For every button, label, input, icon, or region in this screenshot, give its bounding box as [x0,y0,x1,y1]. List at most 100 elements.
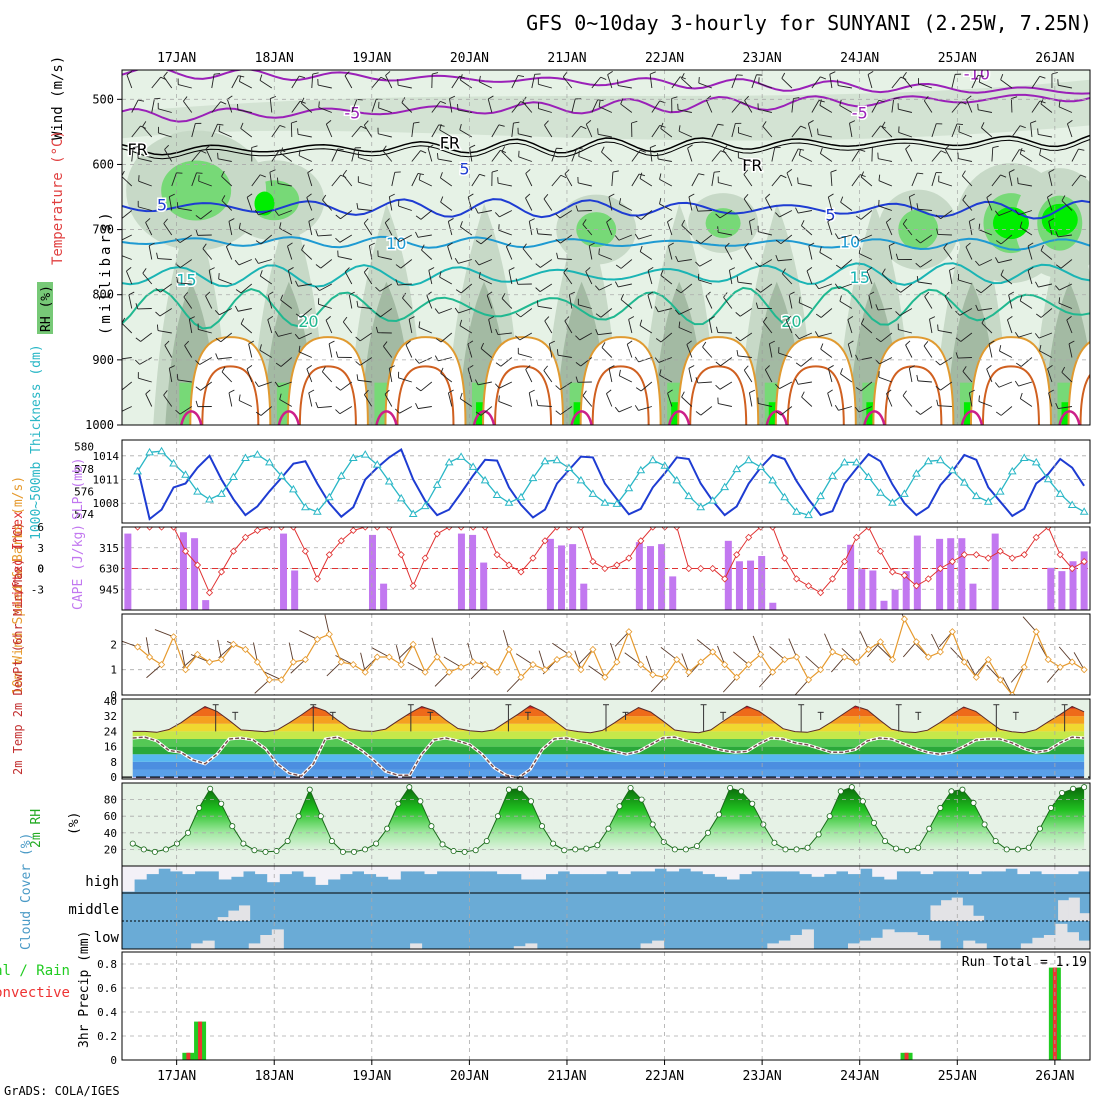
wind-barb [378,133,392,138]
date-label-top: 21JAN [547,51,586,66]
wind-barb-flag [886,389,892,394]
wind-barb-flag [315,230,319,237]
wind-speed-marker [481,661,489,669]
wind-barb [886,393,893,407]
wind-barb [331,148,339,162]
wind-speed-marker [613,658,621,666]
wind-barb [280,357,293,367]
wind-barb-flag [298,75,306,79]
wind-barb-flag [321,366,326,372]
rh2m-marker [450,848,457,855]
cloud-high-bar [835,866,849,872]
wind-barb-flag [1068,340,1075,345]
rh2m-marker [1036,825,1043,832]
cloud-high-bar [339,866,353,875]
wind-barb [164,149,173,162]
wind-barb [658,357,673,363]
wind-barb [251,174,261,187]
wind-barb-flag [529,218,535,222]
wind-barb-flag [116,387,121,390]
wind-speed-marker [733,673,741,681]
wind-barb [418,327,432,334]
wind-barb-flag [195,214,201,220]
wind-barb [398,205,412,211]
wind-barb [198,180,212,187]
wind-speed-marker [134,643,142,651]
wind-barb-flag [995,257,999,263]
wind-barb-flag [781,268,786,274]
wind-barb-flag [995,240,1002,245]
surface-wind-barb [552,642,570,655]
wind-barb-flag [628,316,635,320]
wind-barb [806,270,813,285]
wind-barb-flag [743,169,749,175]
p2-ylabel-thickness: 1000~500mb Thickness (dm) [29,344,44,540]
cloud-high-bar [1029,866,1043,872]
wind-barb-flag [667,389,673,394]
p8-tick-label: 0.4 [97,1006,117,1019]
wind-barb [357,208,372,211]
wind-speed-marker [1080,666,1088,674]
wind-barb [180,259,193,268]
wind-barb-flag [1019,147,1023,154]
surface-wind-barb [1058,646,1073,663]
wind-barb-flag [270,95,277,99]
cloud-high-bar [545,866,559,875]
wind-barb-flag [801,220,805,226]
lifted-index-marker [445,527,453,531]
wind-barb [578,304,592,309]
wind-barb [885,221,893,236]
wind-barb [1040,308,1053,318]
wind-barb [325,123,333,138]
wind-barb-flag [937,324,939,331]
thickness-marker [935,455,945,464]
wind-barb [677,259,692,262]
wind-barb [131,147,134,162]
humidity-panel [122,783,1090,866]
rh2m-marker [605,825,612,832]
surface-wind-barb [824,633,833,653]
wind-barb [798,182,812,187]
cloud-level-label: high [85,874,119,890]
wind-barb [318,303,332,309]
wind-barb-flag [389,193,395,198]
cloud-low-bar [848,943,861,949]
cloud-high-bar [460,866,474,872]
wind-barb-flag [318,101,320,108]
wind-barb [860,381,873,392]
wind-barb [667,393,673,407]
lifted-index-marker [265,527,273,531]
wind-barb-flag [544,120,549,126]
wind-speed-marker [828,648,837,656]
thickness-marker [1031,457,1041,466]
wind-speed-marker [637,661,645,669]
cape-bar [646,546,654,610]
date-label-top: 26JAN [1035,51,1074,66]
wind-barb-flag [1058,297,1061,304]
wind-barb-flag [457,104,459,111]
wind-barb [480,234,493,245]
wind-barb-flag [420,150,427,154]
wind-barb-flag [888,242,895,247]
isotherm-label: 5 [459,160,469,179]
cape-bar [202,600,210,610]
wind-speed-marker [181,666,190,674]
surface-temp-contour-35 [960,410,984,425]
wind-barb-flag [221,366,226,373]
wind-barb-flag [1061,366,1066,373]
wind-barb [357,306,372,309]
wind-barb [499,381,513,389]
surface-temp-contour-30 [981,365,1040,425]
wind-barb-flag [969,218,975,222]
thickness-marker [420,501,430,510]
wind-barb-flag [680,76,686,80]
lifted-index-marker [134,527,142,531]
wind-barb [385,75,393,89]
wind-barb-flag [1039,344,1042,352]
wind-barb-flag [200,150,207,154]
wind-barb-flag [626,340,633,345]
wind-barb-flag [917,172,924,175]
wind-barb-flag [335,214,341,220]
wind-barb-flag [668,242,674,247]
wind-barb [788,294,793,309]
